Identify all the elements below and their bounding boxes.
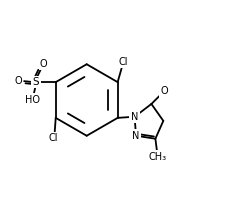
Text: Cl: Cl <box>119 57 128 67</box>
Text: HO: HO <box>25 95 40 105</box>
Text: O: O <box>40 59 48 69</box>
Text: O: O <box>160 86 168 96</box>
Text: N: N <box>131 112 138 122</box>
Text: O: O <box>14 76 22 86</box>
Text: S: S <box>33 77 39 87</box>
Text: Cl: Cl <box>49 133 58 143</box>
Text: N: N <box>133 131 140 141</box>
Text: CH₃: CH₃ <box>149 152 167 162</box>
